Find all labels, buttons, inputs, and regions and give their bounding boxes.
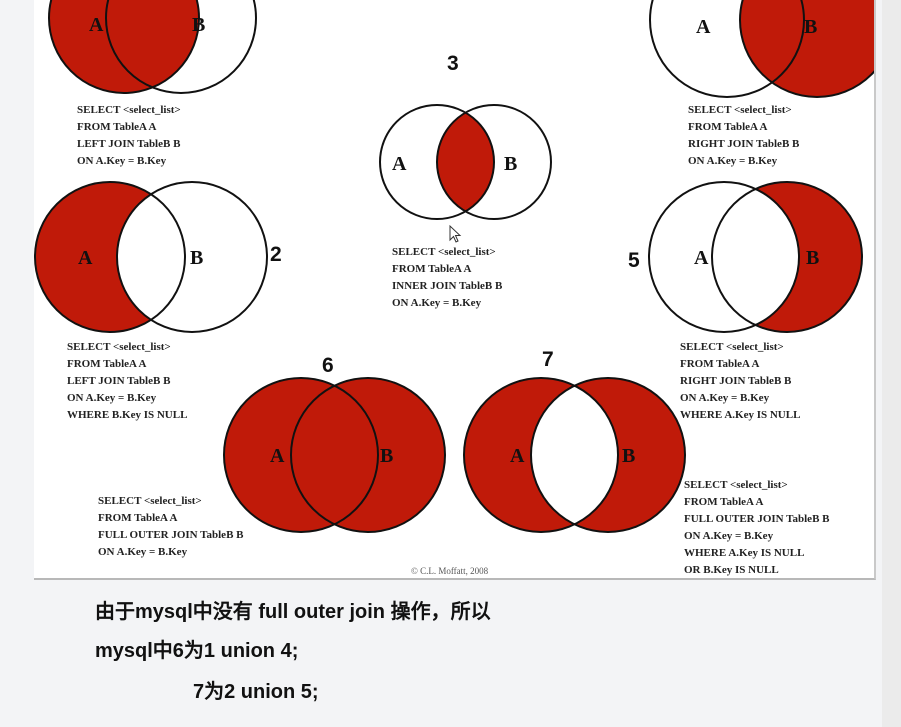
sql-line: SELECT <select_list> [680,341,784,353]
set-b-label: B [622,445,635,467]
diagram-number-3: 3 [447,52,459,75]
venn-diagram-6: A B [223,377,446,533]
caption-line-1: 由于mysql中没有 full outer join 操作，所以 [95,601,491,623]
set-a-outline [379,104,495,220]
sql-line: ON A.Key = B.Key [684,530,774,542]
set-b-outline [105,0,257,94]
sql-line: FROM TableA A [67,358,147,370]
diagram-number-7: 7 [542,348,554,371]
intersection-cutout [117,182,185,332]
sql-line: FULL OUTER JOIN TableB B [684,513,830,525]
set-b-outline [739,0,874,98]
copyright-credit: © C.L. Moffatt, 2008 [411,566,489,576]
sql-line: WHERE A.Key IS NULL [680,409,801,421]
sql-line: ON A.Key = B.Key [77,155,167,167]
set-b-label: B [380,445,393,467]
set-a-outline [48,0,200,94]
set-a-label: A [696,16,711,38]
venn-diagram-5: A B [648,181,863,333]
sql-line: SELECT <select_list> [684,479,788,491]
sql-line: FROM TableA A [688,121,768,133]
sql-line: ON A.Key = B.Key [67,392,157,404]
sql-line: WHERE A.Key IS NULL [684,547,805,559]
venn-diagram-4: A B [649,0,874,98]
sql-line: FROM TableA A [77,121,157,133]
sql-line: OR B.Key IS NULL [684,564,779,576]
sql-block-7: SELECT <select_list> FROM TableA A FULL … [684,477,830,578]
sql-line: ON A.Key = B.Key [98,546,188,558]
set-a-region [49,0,199,93]
caption-line-3: 7为2 union 5; [193,681,319,703]
diagram-number-6: 6 [322,354,334,377]
sql-line: ON A.Key = B.Key [680,392,770,404]
set-a-outline [34,181,186,333]
set-a-outline [648,181,800,333]
set-b-label: B [192,14,205,36]
sql-block-4: SELECT <select_list> FROM TableA A RIGHT… [688,102,799,170]
sql-line: SELECT <select_list> [67,341,171,353]
set-b-region [740,0,874,97]
sql-line: SELECT <select_list> [688,104,792,116]
sql-line: FROM TableA A [98,512,178,524]
sql-block-3: SELECT <select_list> FROM TableA A INNER… [392,244,502,312]
sql-line: WHERE B.Key IS NULL [67,409,188,421]
sql-line: LEFT JOIN TableB B [77,138,181,150]
sql-block-6: SELECT <select_list> FROM TableA A FULL … [98,493,244,561]
venn-diagram-2: A B [34,181,268,333]
right-margin [882,0,901,727]
set-b-outline [116,181,268,333]
venn-diagram-1: A B [48,0,257,94]
set-a-label: A [694,247,709,269]
set-a-outline [649,0,805,98]
set-b-label: B [804,16,817,38]
diagram-number-2: 2 [270,243,282,266]
set-b-label: B [806,247,819,269]
sql-line: FULL OUTER JOIN TableB B [98,529,244,541]
set-a-label: A [392,153,407,175]
sql-line: SELECT <select_list> [98,495,202,507]
sql-block-5: SELECT <select_list> FROM TableA A RIGHT… [680,339,800,424]
mouse-cursor-icon [449,224,462,243]
sql-line: SELECT <select_list> [77,104,181,116]
sql-line: FROM TableA A [392,263,472,275]
intersection-cutout [712,182,799,332]
sql-line: FROM TableA A [680,358,760,370]
set-b-outline [290,377,446,533]
sql-line: SELECT <select_list> [392,246,496,258]
set-a-outline [223,377,379,533]
set-b-label: B [190,247,203,269]
set-b-label: B [504,153,517,175]
venn-diagram-7: A B [463,377,686,533]
sql-joins-figure: A B A B A B A B [34,0,876,580]
set-b-outline [436,104,552,220]
set-a-label: A [89,14,104,36]
diagram-number-5: 5 [628,249,640,272]
sql-line: RIGHT JOIN TableB B [688,138,800,150]
sql-block-2: SELECT <select_list> FROM TableA A LEFT … [67,339,187,424]
sql-line: FROM TableA A [684,496,764,508]
intersection-cutout [531,378,618,532]
set-a-label: A [78,247,93,269]
sql-line: ON A.Key = B.Key [688,155,778,167]
sql-line: RIGHT JOIN TableB B [680,375,792,387]
set-a-label: A [270,445,285,467]
set-b-region [291,378,445,532]
sql-line: INNER JOIN TableB B [392,280,503,292]
set-b-outline [711,181,863,333]
sql-block-1: SELECT <select_list> FROM TableA A LEFT … [77,102,181,170]
venn-diagram-3: A B [379,104,552,220]
set-a-outline [463,377,619,533]
intersection-region [437,105,494,219]
venn-diagrams: A B A B A B A B [34,0,874,533]
set-b-outline [530,377,686,533]
sql-line: LEFT JOIN TableB B [67,375,171,387]
caption-line-2: mysql中6为1 union 4; [95,640,299,662]
sql-line: ON A.Key = B.Key [392,297,482,309]
set-a-label: A [510,445,525,467]
